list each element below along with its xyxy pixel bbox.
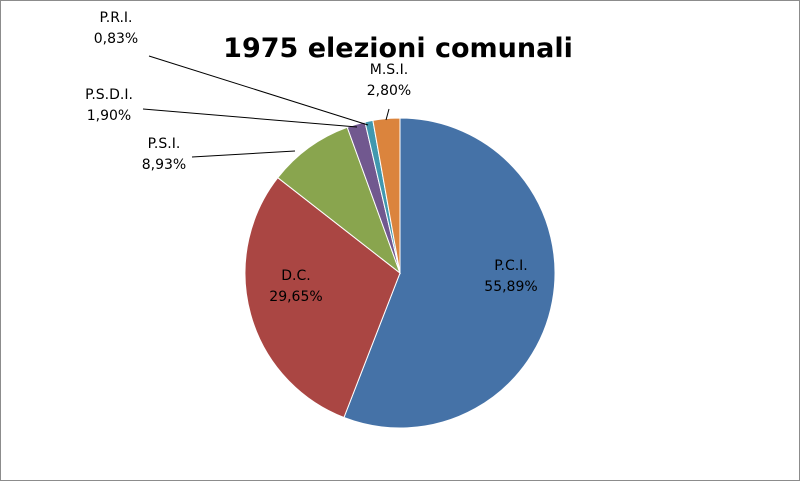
slice-label-m-s-i: M.S.I. [370, 62, 408, 78]
slice-value-m-s-i: 2,80% [367, 83, 411, 99]
slice-label-p-s-d-i: P.S.D.I. [85, 87, 133, 103]
slice-label-p-r-i: P.R.I. [100, 10, 133, 26]
leader-line-m-s-i [385, 108, 390, 121]
slice-labels: P.C.I. 55,89% D.C. 29,65% P.S.I. 8,93% P.S.D.I… [85, 10, 538, 305]
leader-lines [142, 55, 390, 158]
leader-line-p-r-i [148, 55, 369, 126]
slice-value-p-s-d-i: 1,90% [87, 108, 131, 124]
slice-label-p-c-i: P.C.I. [494, 258, 528, 274]
chart-title: 1975 elezioni comunali [223, 33, 573, 64]
slice-value-p-c-i: 55,89% [484, 279, 537, 295]
pie-slice-p-s-i [277, 126, 402, 275]
pie-slice-d-c [244, 176, 401, 419]
leader-line-p-s-i [191, 150, 296, 158]
slice-label-d-c: D.C. [281, 268, 310, 284]
slice-label-p-s-i: P.S.I. [148, 136, 181, 152]
slice-value-p-s-i: 8,93% [142, 157, 186, 173]
slice-value-p-r-i: 0,83% [94, 31, 138, 47]
slice-value-d-c: 29,65% [269, 289, 322, 305]
pie-slice-p-c-i [343, 117, 556, 429]
leader-line-p-s-d-i [142, 108, 358, 128]
